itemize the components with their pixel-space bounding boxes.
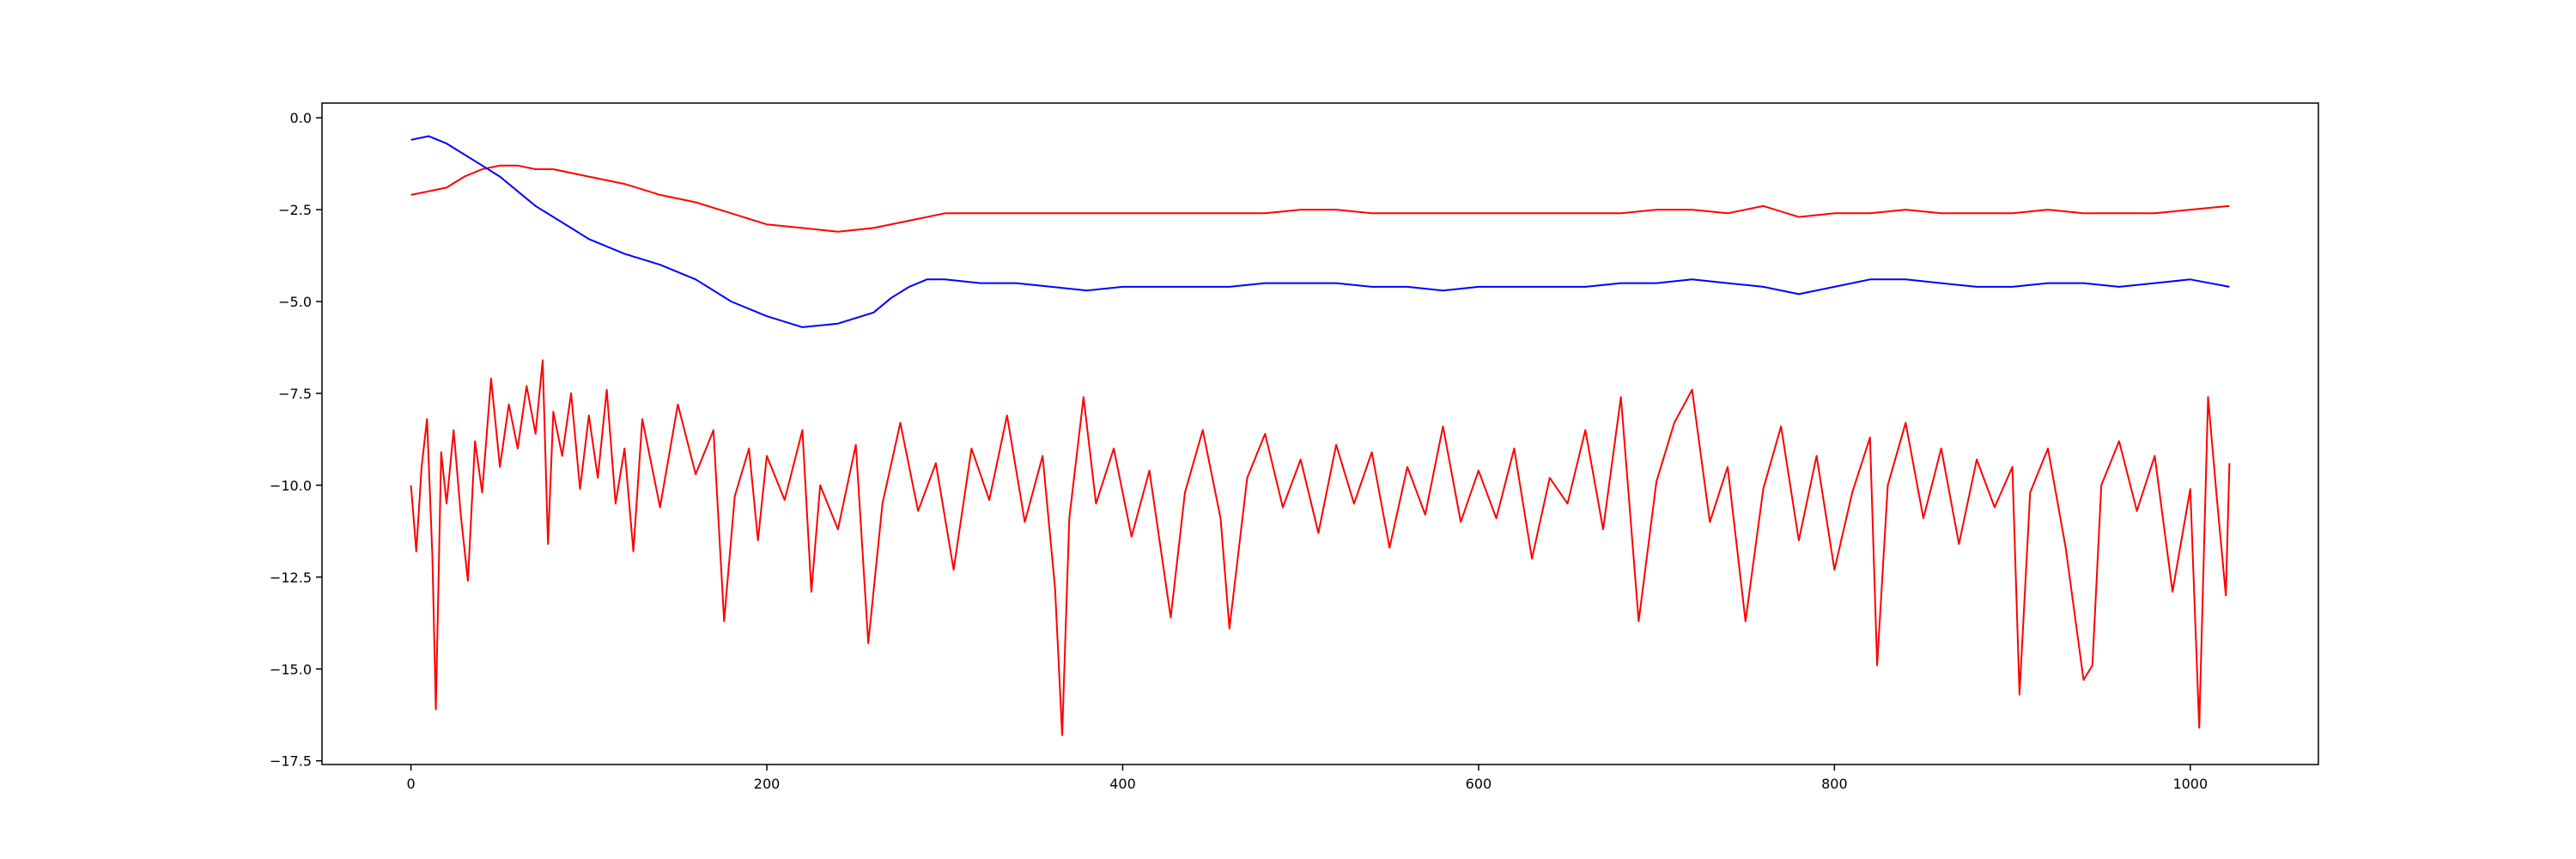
- x-tick-label: 0: [407, 776, 416, 792]
- x-tick-label: 600: [1466, 776, 1492, 792]
- x-tick-label: 1000: [2172, 776, 2208, 792]
- y-tick-label: −2.5: [278, 202, 312, 218]
- x-tick-label: 200: [754, 776, 781, 792]
- y-tick-label: −10.0: [270, 478, 312, 494]
- y-tick-label: −17.5: [270, 753, 312, 770]
- axes-frame: [321, 102, 2319, 765]
- series-line-1: [410, 164, 2230, 233]
- x-axis: 0 200 400 600 800 1000: [407, 765, 2208, 792]
- y-tick-label: 0.0: [290, 110, 312, 126]
- y-tick-label: −7.5: [278, 386, 312, 402]
- y-tick-label: −15.0: [270, 661, 312, 678]
- x-tick-label: 400: [1109, 776, 1136, 792]
- y-tick-label: −5.0: [278, 294, 312, 310]
- series-line-3: [410, 359, 2231, 736]
- y-tick-label: −12.5: [270, 570, 312, 586]
- series-line-2: [410, 135, 2230, 328]
- y-axis: 0.0 −2.5 −5.0 −7.5 −10.0 −12.5 −15.0 −17.5: [270, 110, 322, 770]
- series-layer: [410, 135, 2231, 736]
- x-tick-label: 800: [1821, 776, 1848, 792]
